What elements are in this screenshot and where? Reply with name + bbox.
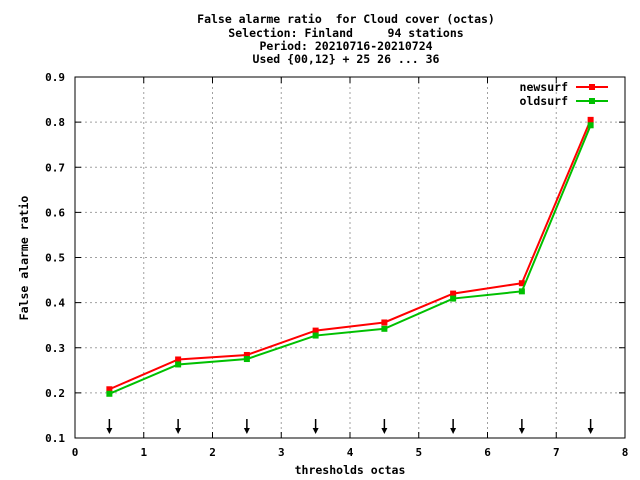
newsurf-point (450, 290, 457, 297)
x-tick-label: 1 (140, 446, 147, 459)
newsurf-point (175, 356, 182, 363)
y-tick-label: 0.7 (45, 161, 65, 174)
y-tick-label: 0.8 (45, 116, 65, 129)
series-lines (106, 116, 594, 397)
down-arrow-head (106, 428, 113, 434)
newsurf-point (243, 351, 250, 358)
threshold-arrows (106, 419, 594, 434)
newsurf-point (381, 319, 388, 326)
chart-title-line-1: False alarme ratio for Cloud cover (octa… (197, 12, 495, 26)
down-arrow-head (175, 428, 182, 434)
y-tick-label: 0.3 (45, 342, 65, 355)
newsurf-line (108, 119, 592, 391)
y-tick-label: 0.5 (45, 252, 65, 265)
y-tick-label: 0.2 (45, 387, 65, 400)
x-tick-label: 8 (622, 446, 629, 459)
down-arrow-head (381, 428, 388, 434)
oldsurf-point (518, 288, 525, 295)
chart-title-line-2: Selection: Finland 94 stations (228, 26, 464, 40)
oldsurf-point (175, 361, 182, 368)
chart-title-line-4: Used {00,12} + 25 26 ... 36 (252, 52, 440, 66)
down-arrow-head (450, 428, 457, 434)
chart-title-line-3: Period: 20210716-20210724 (259, 39, 433, 53)
y-tick-label: 0.4 (45, 297, 65, 310)
y-axis-label: False alarme ratio (17, 196, 31, 321)
axis-ticks: 0.1 0.2 0.3 0.4 0.5 0.6 0.7 0.8 0.9 0 1 2 3 4 5 6 7 8 (45, 71, 628, 459)
y-tick-label: 0.9 (45, 71, 65, 84)
y-tick-label: 0.1 (45, 432, 65, 445)
x-tick-label: 6 (484, 446, 491, 459)
legend-label-oldsurf: oldsurf (520, 94, 569, 108)
newsurf-point (312, 327, 319, 334)
down-arrow-head (587, 428, 594, 434)
legend-swatch-marker (589, 98, 595, 104)
x-tick-label: 0 (72, 446, 79, 459)
grid-lines (75, 77, 625, 438)
down-arrow-head (243, 428, 250, 434)
x-axis-label: thresholds octas (295, 463, 406, 477)
down-arrow-head (518, 428, 525, 434)
oldsurf-point (106, 390, 113, 397)
oldsurf-point (450, 295, 457, 302)
oldsurf-point (312, 332, 319, 339)
oldsurf-point (587, 122, 594, 129)
oldsurf-line (108, 124, 592, 395)
oldsurf-point (243, 356, 250, 363)
newsurf-point (587, 116, 594, 123)
x-tick-label: 3 (278, 446, 285, 459)
legend-label-newsurf: newsurf (520, 80, 569, 94)
newsurf-point (518, 280, 525, 287)
down-arrow-head (312, 428, 319, 434)
x-tick-label: 7 (553, 446, 560, 459)
y-tick-label: 0.6 (45, 206, 65, 219)
x-tick-label: 5 (415, 446, 422, 459)
x-tick-label: 2 (209, 446, 216, 459)
x-tick-label: 4 (347, 446, 354, 459)
newsurf-point (106, 386, 113, 393)
legend-swatch-marker (589, 84, 595, 90)
oldsurf-point (381, 325, 388, 332)
